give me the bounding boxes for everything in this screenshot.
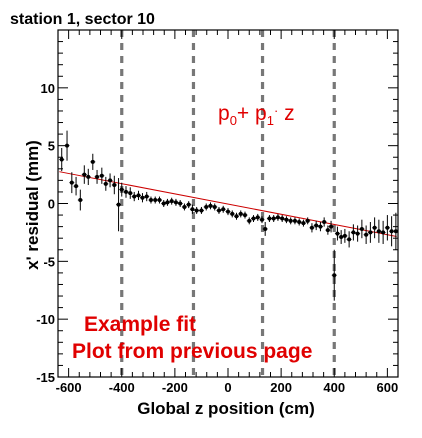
y-tick-label: -10 <box>36 312 55 327</box>
data-point <box>120 188 124 192</box>
y-tick-label: -15 <box>36 370 55 385</box>
data-point <box>239 212 243 216</box>
y-tick-label: -5 <box>43 254 55 269</box>
data-point <box>347 237 351 241</box>
data-points <box>59 131 398 301</box>
data-point <box>213 205 217 209</box>
data-point <box>195 208 199 212</box>
data-point <box>267 217 271 221</box>
data-point <box>221 207 225 211</box>
data-point <box>385 226 389 230</box>
data-point <box>60 158 64 162</box>
data-point <box>390 229 394 233</box>
data-point <box>306 219 310 223</box>
data-point <box>153 198 157 202</box>
data-point <box>360 227 364 231</box>
x-axis-title: Global z position (cm) <box>137 399 315 418</box>
data-point <box>165 200 169 204</box>
data-point <box>204 205 208 209</box>
data-point <box>145 195 149 199</box>
data-point <box>235 214 239 218</box>
data-point <box>182 205 186 209</box>
y-tick-label: 10 <box>41 81 55 96</box>
data-point <box>272 217 276 221</box>
data-point <box>301 221 305 225</box>
x-tick-label: 0 <box>224 380 231 395</box>
data-point <box>329 225 333 229</box>
data-point <box>136 193 140 197</box>
data-point <box>351 230 355 234</box>
x-tick-label: -400 <box>109 380 135 395</box>
annotation-previous-page: Plot from previous page <box>72 340 312 363</box>
data-point <box>314 223 318 227</box>
data-point <box>247 219 251 223</box>
data-point <box>100 174 104 178</box>
data-point <box>95 175 99 179</box>
data-point <box>332 273 336 277</box>
data-point <box>297 220 301 224</box>
data-point <box>322 220 326 224</box>
data-point <box>326 228 330 232</box>
data-point <box>124 190 128 194</box>
data-point <box>356 232 360 236</box>
data-point <box>208 204 212 208</box>
data-point <box>276 215 280 219</box>
data-point <box>108 178 112 182</box>
data-point <box>140 196 144 200</box>
data-point <box>260 218 264 222</box>
data-point <box>381 230 385 234</box>
y-tick-label: 5 <box>48 139 55 154</box>
x-tick-label: -600 <box>56 380 82 395</box>
data-point <box>364 233 368 237</box>
data-point <box>373 226 377 230</box>
data-point <box>310 226 314 230</box>
data-point <box>284 218 288 222</box>
data-point <box>252 217 256 221</box>
data-point <box>91 160 95 164</box>
annotation-example-fit: Example fit <box>84 313 196 336</box>
data-point <box>86 175 90 179</box>
data-point <box>230 212 234 216</box>
data-point <box>217 208 221 212</box>
data-point <box>132 195 136 199</box>
data-point <box>256 215 260 219</box>
data-point <box>343 234 347 238</box>
data-point <box>112 183 116 187</box>
data-point <box>174 200 178 204</box>
data-point <box>335 232 339 236</box>
data-point <box>78 198 82 202</box>
data-point <box>293 219 297 223</box>
data-point <box>157 198 161 202</box>
data-point <box>199 208 203 212</box>
data-point <box>170 199 174 203</box>
data-point <box>289 219 293 223</box>
x-tick-label: 600 <box>377 380 399 395</box>
x-tick-label: -200 <box>162 380 188 395</box>
data-point <box>70 181 74 185</box>
data-point <box>377 229 381 233</box>
data-point <box>190 207 194 211</box>
x-tick-label: 400 <box>323 380 345 395</box>
data-point <box>187 203 191 207</box>
data-point <box>74 184 78 188</box>
y-tick-label: 0 <box>48 197 55 212</box>
y-axis-title: x' residual (mm) <box>23 140 42 270</box>
data-point <box>226 210 230 214</box>
data-point <box>368 230 372 234</box>
data-point <box>318 225 322 229</box>
data-point <box>104 182 108 186</box>
x-tick-label: 200 <box>270 380 292 395</box>
data-point <box>117 203 121 207</box>
data-point <box>243 213 247 217</box>
data-point <box>128 191 132 195</box>
chart-title: station 1, sector 10 <box>10 11 155 28</box>
data-point <box>178 202 182 206</box>
data-point <box>82 173 86 177</box>
fit-formula: p0+ p1· z <box>218 102 295 128</box>
data-point <box>149 198 153 202</box>
data-point <box>263 227 267 231</box>
data-point <box>280 217 284 221</box>
data-point <box>394 229 398 233</box>
